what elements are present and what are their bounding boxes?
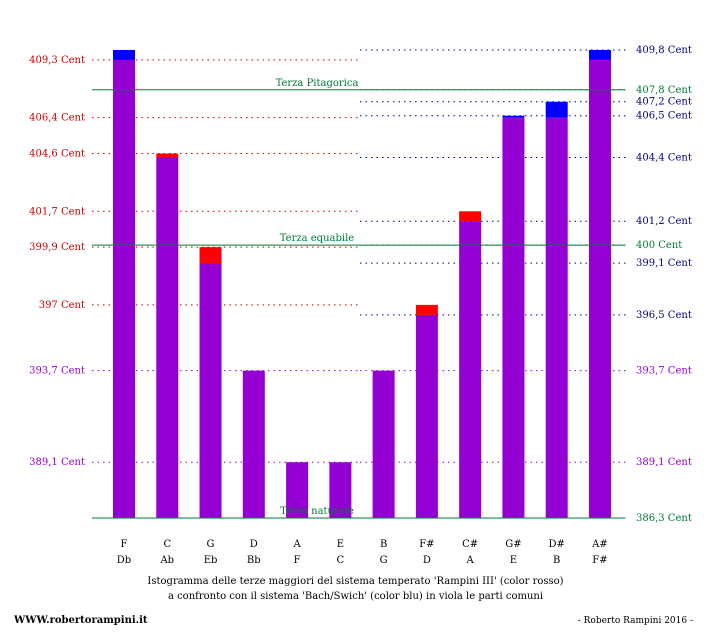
left-value-label: 404,6 Cent: [29, 149, 85, 160]
category-label-bottom: F: [294, 555, 301, 566]
category-label-top: D: [250, 539, 258, 550]
right-value-label: 407,8 Cent: [636, 85, 692, 96]
right-value-label: 407,2 Cent: [636, 97, 692, 108]
bar-common-part: [199, 263, 222, 518]
left-value-label: 409,3 Cent: [29, 55, 85, 66]
bar-bach-excess: [588, 49, 611, 60]
reference-line-label: Terza equabile: [280, 233, 355, 244]
bar-common-part: [502, 117, 525, 518]
category-label-bottom: Eb: [204, 555, 218, 566]
left-value-label: 399,9 Cent: [29, 242, 85, 253]
category-label-top: C: [163, 539, 171, 550]
bar-common-part: [156, 157, 179, 518]
category-label-bottom: C: [337, 555, 345, 566]
category-label-top: F#: [419, 539, 434, 550]
category-label-top: A: [292, 539, 301, 550]
right-value-label: 400 Cent: [636, 240, 682, 251]
caption-line-2: a confronto con il sistema 'Bach/Swich' …: [167, 591, 544, 602]
bar-bach-excess: [113, 49, 135, 60]
bar-common-part: [329, 462, 352, 518]
bar-common-part: [459, 221, 482, 518]
bar-rampini-excess: [415, 304, 438, 315]
bar-common-part: [372, 370, 395, 518]
author-credit: - Roberto Rampini 2016 -: [577, 616, 693, 626]
category-label-bottom: Ab: [159, 555, 174, 566]
right-value-label: 389,1 Cent: [636, 457, 692, 468]
category-label-top: G#: [505, 539, 521, 550]
right-value-label: 393,7 Cent: [636, 366, 692, 377]
category-label-bottom: Bb: [247, 555, 261, 566]
bar-common-part: [415, 314, 438, 518]
left-value-label: 393,7 Cent: [29, 366, 85, 377]
right-value-label: 386,3 Cent: [636, 513, 692, 524]
category-label-top: E: [337, 539, 344, 550]
right-value-label: 399,1 Cent: [636, 258, 692, 269]
bar-bach-excess: [502, 115, 525, 118]
category-label-top: C#: [462, 539, 478, 550]
reference-line-label: Terza Pitagorica: [276, 78, 359, 89]
bar-common-part: [286, 462, 309, 518]
bar-rampini-excess: [156, 153, 179, 158]
left-value-label: 401,7 Cent: [29, 206, 85, 217]
category-label-bottom: F#: [592, 555, 607, 566]
bar-rampini-excess: [459, 211, 482, 222]
bar-common-part: [588, 59, 611, 519]
caption-line-1: Istogramma delle terze maggiori del sist…: [147, 576, 564, 587]
left-value-label: 406,4 Cent: [29, 113, 85, 124]
right-value-label: 401,2 Cent: [636, 216, 692, 227]
category-label-top: D#: [548, 539, 564, 550]
right-value-label: 396,5 Cent: [636, 310, 692, 321]
category-label-bottom: E: [510, 555, 517, 566]
reference-line-label: Terza naturale: [280, 506, 354, 517]
category-label-bottom: D: [423, 555, 431, 566]
left-value-label: 397 Cent: [39, 300, 85, 311]
right-value-label: 409,8 Cent: [636, 45, 692, 56]
category-label-bottom: B: [553, 555, 560, 566]
right-value-label: 404,4 Cent: [636, 153, 692, 164]
category-label-bottom: Db: [117, 555, 131, 566]
bar-common-part: [545, 117, 568, 518]
left-value-label: 389,1 Cent: [29, 457, 85, 468]
category-label-top: B: [380, 539, 387, 550]
category-label-top: F: [121, 539, 128, 550]
category-label-top: A#: [591, 539, 608, 550]
website-credit: WWW.robertorampini.it: [14, 615, 148, 626]
bar-rampini-excess: [199, 247, 222, 264]
bar-common-part: [113, 59, 135, 519]
category-label-bottom: A: [466, 555, 475, 566]
right-value-label: 406,5 Cent: [636, 111, 692, 122]
category-label-bottom: G: [380, 555, 388, 566]
bar-bach-excess: [545, 101, 568, 118]
bar-common-part: [242, 370, 265, 518]
category-label-top: G: [207, 539, 215, 550]
